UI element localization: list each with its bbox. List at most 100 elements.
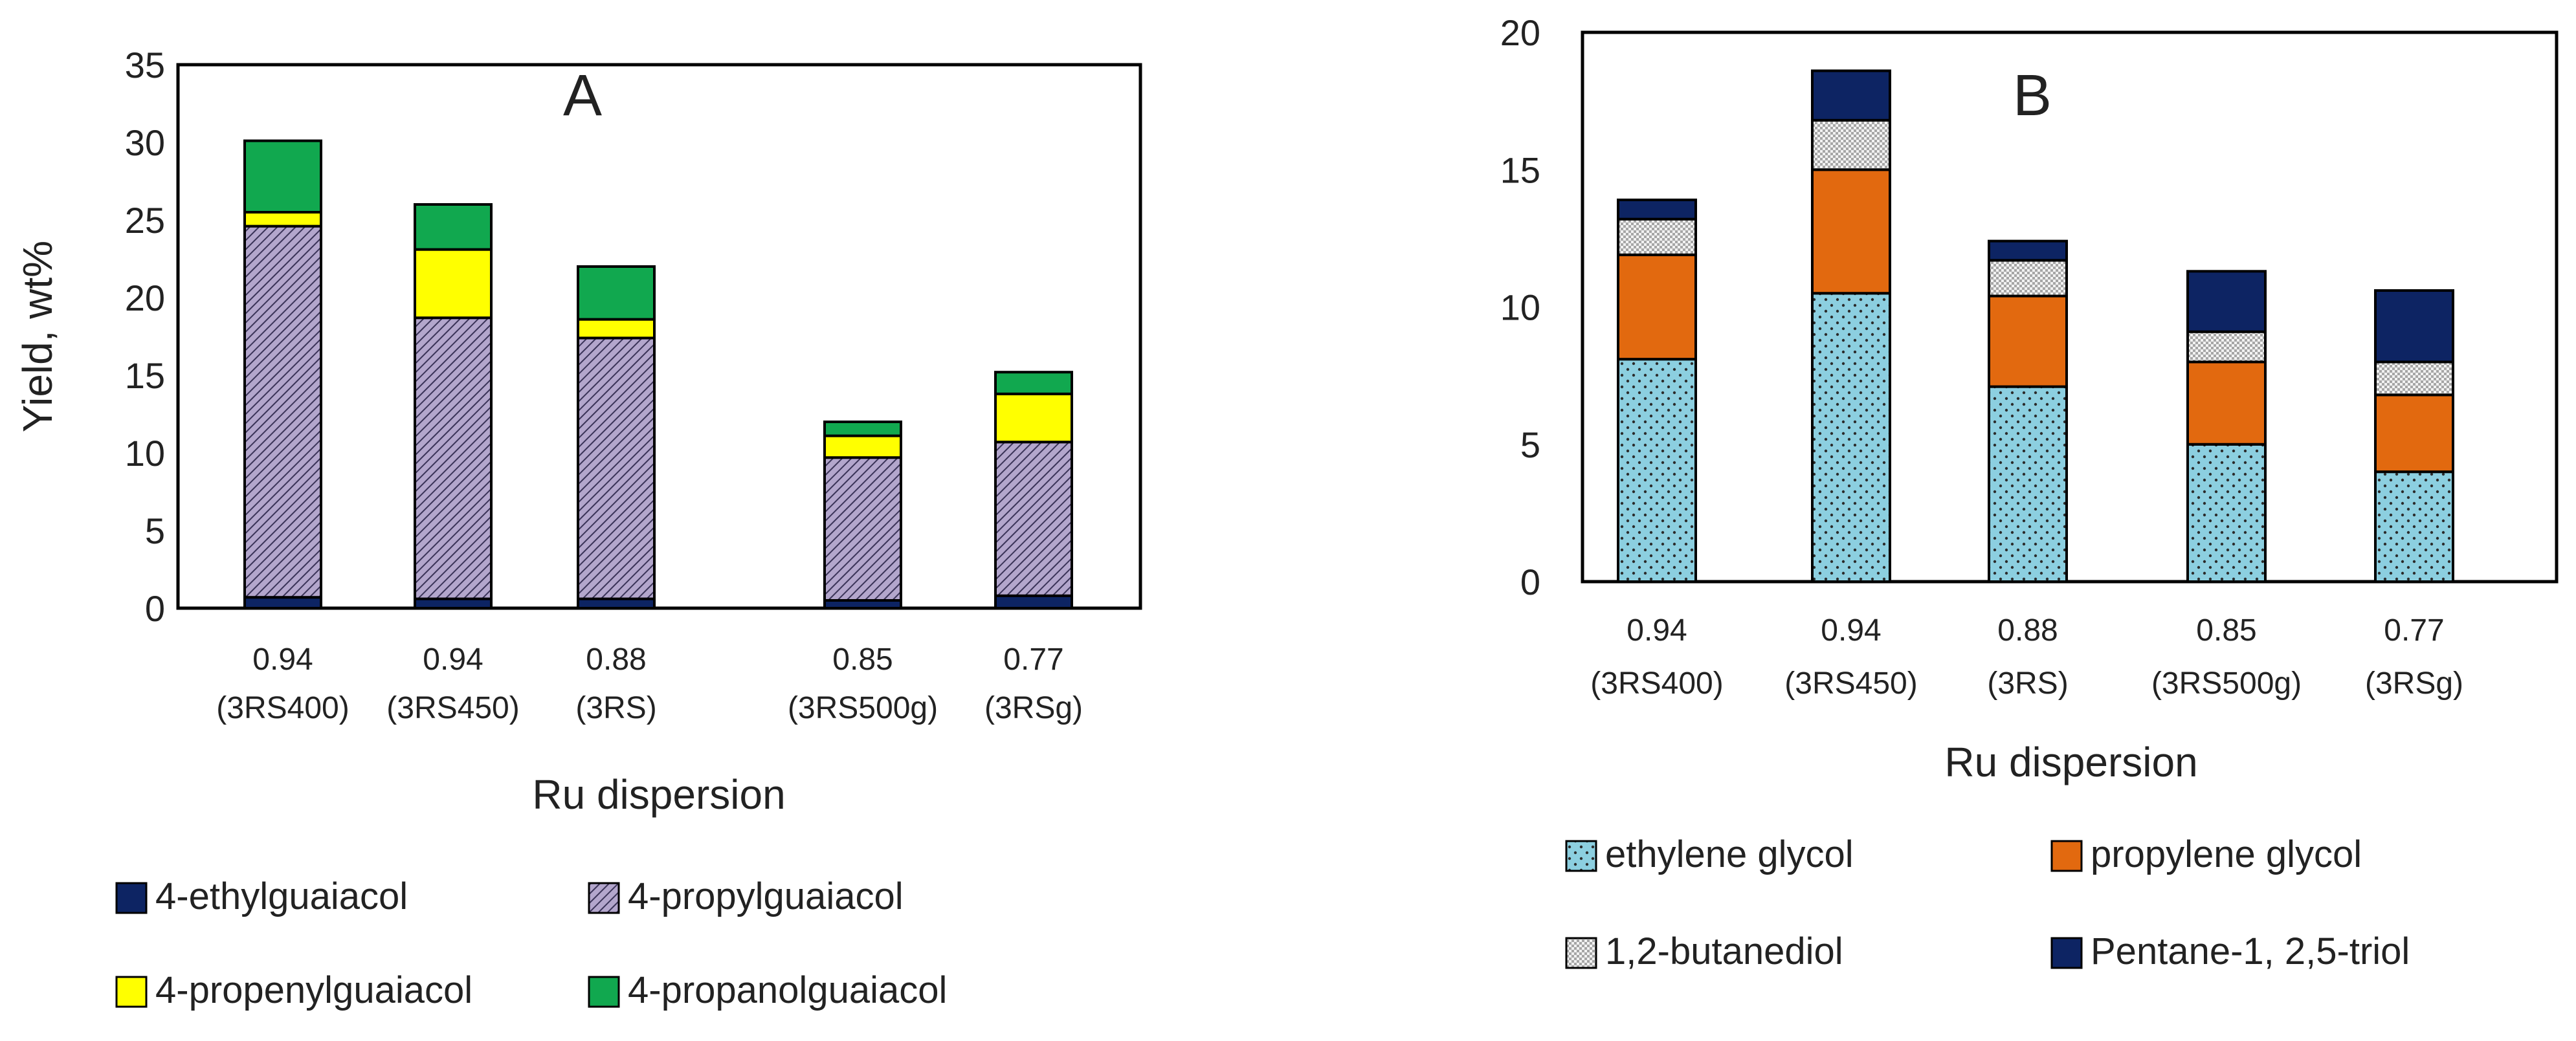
y-tick-label: 0 [145,588,165,629]
bar-segment-propylene-glycol [1811,168,1891,295]
legend-label: 4-propanolguaiacol [628,969,947,1011]
y-axis-label-a: Yield, wt% [14,241,61,432]
bar-segment-4-propylguaiacol [823,456,902,602]
y-tick-label: 15 [125,355,165,396]
bar-segment-4-propylguaiacol [577,336,656,600]
x-axis-label-b: Ru dispersion [1944,739,2197,785]
bar-segment-ethylene-glycol [1811,292,1891,583]
x-tick-label-value: 0.94 [252,642,313,677]
bar-segment-4-propanolguaiacol [414,203,493,251]
y-tick-label: 20 [1500,12,1540,53]
x-tick-label-value: 0.88 [586,642,646,677]
y-tick-label: 5 [145,510,165,551]
x-tick-label-sample: (3RS450) [386,691,519,725]
y-tick-label: 0 [1520,562,1540,602]
x-axis-label-a: Ru dispersion [532,771,785,818]
bar-segment-4-propenylguaiacol [823,434,902,459]
y-axis-ticks-a: 0 5 10 15 20 25 30 35 [125,45,165,629]
bar-segment-4-propylguaiacol [414,316,493,600]
x-tick-label-value: 0.94 [423,642,483,677]
x-tick-label-value: 0.77 [1003,642,1063,677]
legend-label: 4-ethylguaiacol [155,875,408,917]
bar-segment-1-2-butanediol [2186,330,2267,364]
legend-b: ethylene glycol propylene glycol 1,2-butan… [1565,833,2410,972]
y-tick-label: 10 [1500,287,1540,328]
bar-segment-ethylene-glycol [1988,385,2068,583]
bars-a [243,139,1073,610]
bar-segment-propylene-glycol [2374,393,2454,474]
y-axis-ticks-b: 0 5 10 15 20 [1500,12,1540,602]
legend-label: propylene glycol [2091,833,2362,875]
x-tick-label-sample: (3RS450) [1784,666,1917,701]
plot-area-a [176,63,1142,610]
legend-swatch [115,882,148,914]
bar-segment-4-ethylguaiacol [414,597,493,609]
legend-label: 1,2-butanediol [1605,930,1843,972]
y-tick-label: 15 [1500,149,1540,190]
bar-segment-4-propanolguaiacol [243,139,322,214]
bar-segment-pentane-1-2-5-triol [2374,289,2454,364]
x-tick-label-sample: (3RS500g) [788,691,938,725]
y-tick-label: 10 [125,433,165,474]
bar-segment-propylene-glycol [1617,253,1697,361]
legend-a: 4-ethylguaiacol 4-propylguaiacol 4-propeny… [115,875,947,1011]
bar-segment-pentane-1-2-5-triol [1811,69,1891,122]
chart-panel-a: A 0 5 10 15 20 25 30 35 0.94 (3RS400) 0.94 (3RS450… [14,45,1142,1011]
legend-label: 4-propylguaiacol [628,875,904,917]
bar-segment-4-propylguaiacol [994,441,1073,597]
chart-panel-b: B 0 5 10 15 20 0.94 (3RS400) 0.94 (3RS450) 0.88 (… [1500,12,2559,972]
panel-a-title: A [563,63,602,128]
bar-segment-propylene-glycol [1988,294,2068,388]
bar-segment-propylene-glycol [2186,360,2267,446]
x-tick-label-sample: (3RSg) [984,691,1083,725]
x-tick-label-value: 0.85 [2196,613,2256,648]
legend-swatch [588,882,620,914]
bar-segment-ethylene-glycol [2186,443,2267,583]
legend-swatch [1565,840,1597,872]
bar-segment-4-propanolguaiacol [994,371,1073,395]
bar-segment-ethylene-glycol [2374,470,2454,584]
bar-segment-4-propanolguaiacol [577,265,656,321]
bar-segment-4-propenylguaiacol [994,392,1073,444]
y-tick-label: 25 [125,200,165,241]
bar-segment-4-ethylguaiacol [994,594,1073,609]
y-tick-label: 5 [1520,424,1540,465]
bar-segment-4-propenylguaiacol [577,318,656,340]
x-axis-ticks-a: 0.94 (3RS400) 0.94 (3RS450) 0.88 (3RS) 0.85 (3R… [216,642,1083,725]
bar-segment-pentane-1-2-5-triol [1988,239,2068,262]
bar-segment-4-propylguaiacol [243,225,322,599]
x-tick-label-value: 0.88 [1997,613,2058,648]
legend-swatch [2050,937,2083,969]
bar-segment-4-ethylguaiacol [577,597,656,609]
x-axis-ticks-b: 0.94 (3RS400) 0.94 (3RS450) 0.88 (3RS) 0.85 (3R… [1590,613,2463,701]
y-tick-label: 35 [125,45,165,85]
legend-label: 4-propenylguaiacol [155,969,472,1011]
x-tick-label-value: 0.94 [1821,613,1881,648]
x-tick-label-value: 0.85 [832,642,893,677]
bar-segment-4-propanolguaiacol [823,421,902,437]
bar-segment-1-2-butanediol [2374,360,2454,397]
bar-segment-4-propenylguaiacol [243,211,322,228]
panel-b-title: B [2013,63,2052,128]
bars-b [1617,69,2454,584]
bar-segment-4-propenylguaiacol [414,248,493,320]
x-tick-label-sample: (3RS500g) [2151,666,2302,701]
x-tick-label-sample: (3RS400) [216,691,349,725]
bar-segment-1-2-butanediol [1988,259,2068,298]
bar-segment-1-2-butanediol [1811,118,1891,171]
legend-label: Pentane-1, 2,5-triol [2091,930,2410,972]
x-tick-label-value: 0.77 [2384,613,2444,648]
legend-swatch [588,976,620,1008]
legend-swatch [2050,840,2083,872]
bar-segment-ethylene-glycol [1617,358,1697,584]
x-tick-label-value: 0.94 [1627,613,1687,648]
x-tick-label-sample: (3RS) [575,691,656,725]
y-tick-label: 30 [125,122,165,163]
x-tick-label-sample: (3RS) [1987,666,2068,701]
bar-segment-pentane-1-2-5-triol [1617,198,1697,221]
bar-segment-4-ethylguaiacol [243,596,322,610]
x-tick-label-sample: (3RS400) [1590,666,1723,701]
y-tick-label: 20 [125,278,165,318]
bar-segment-1-2-butanediol [1617,217,1697,256]
